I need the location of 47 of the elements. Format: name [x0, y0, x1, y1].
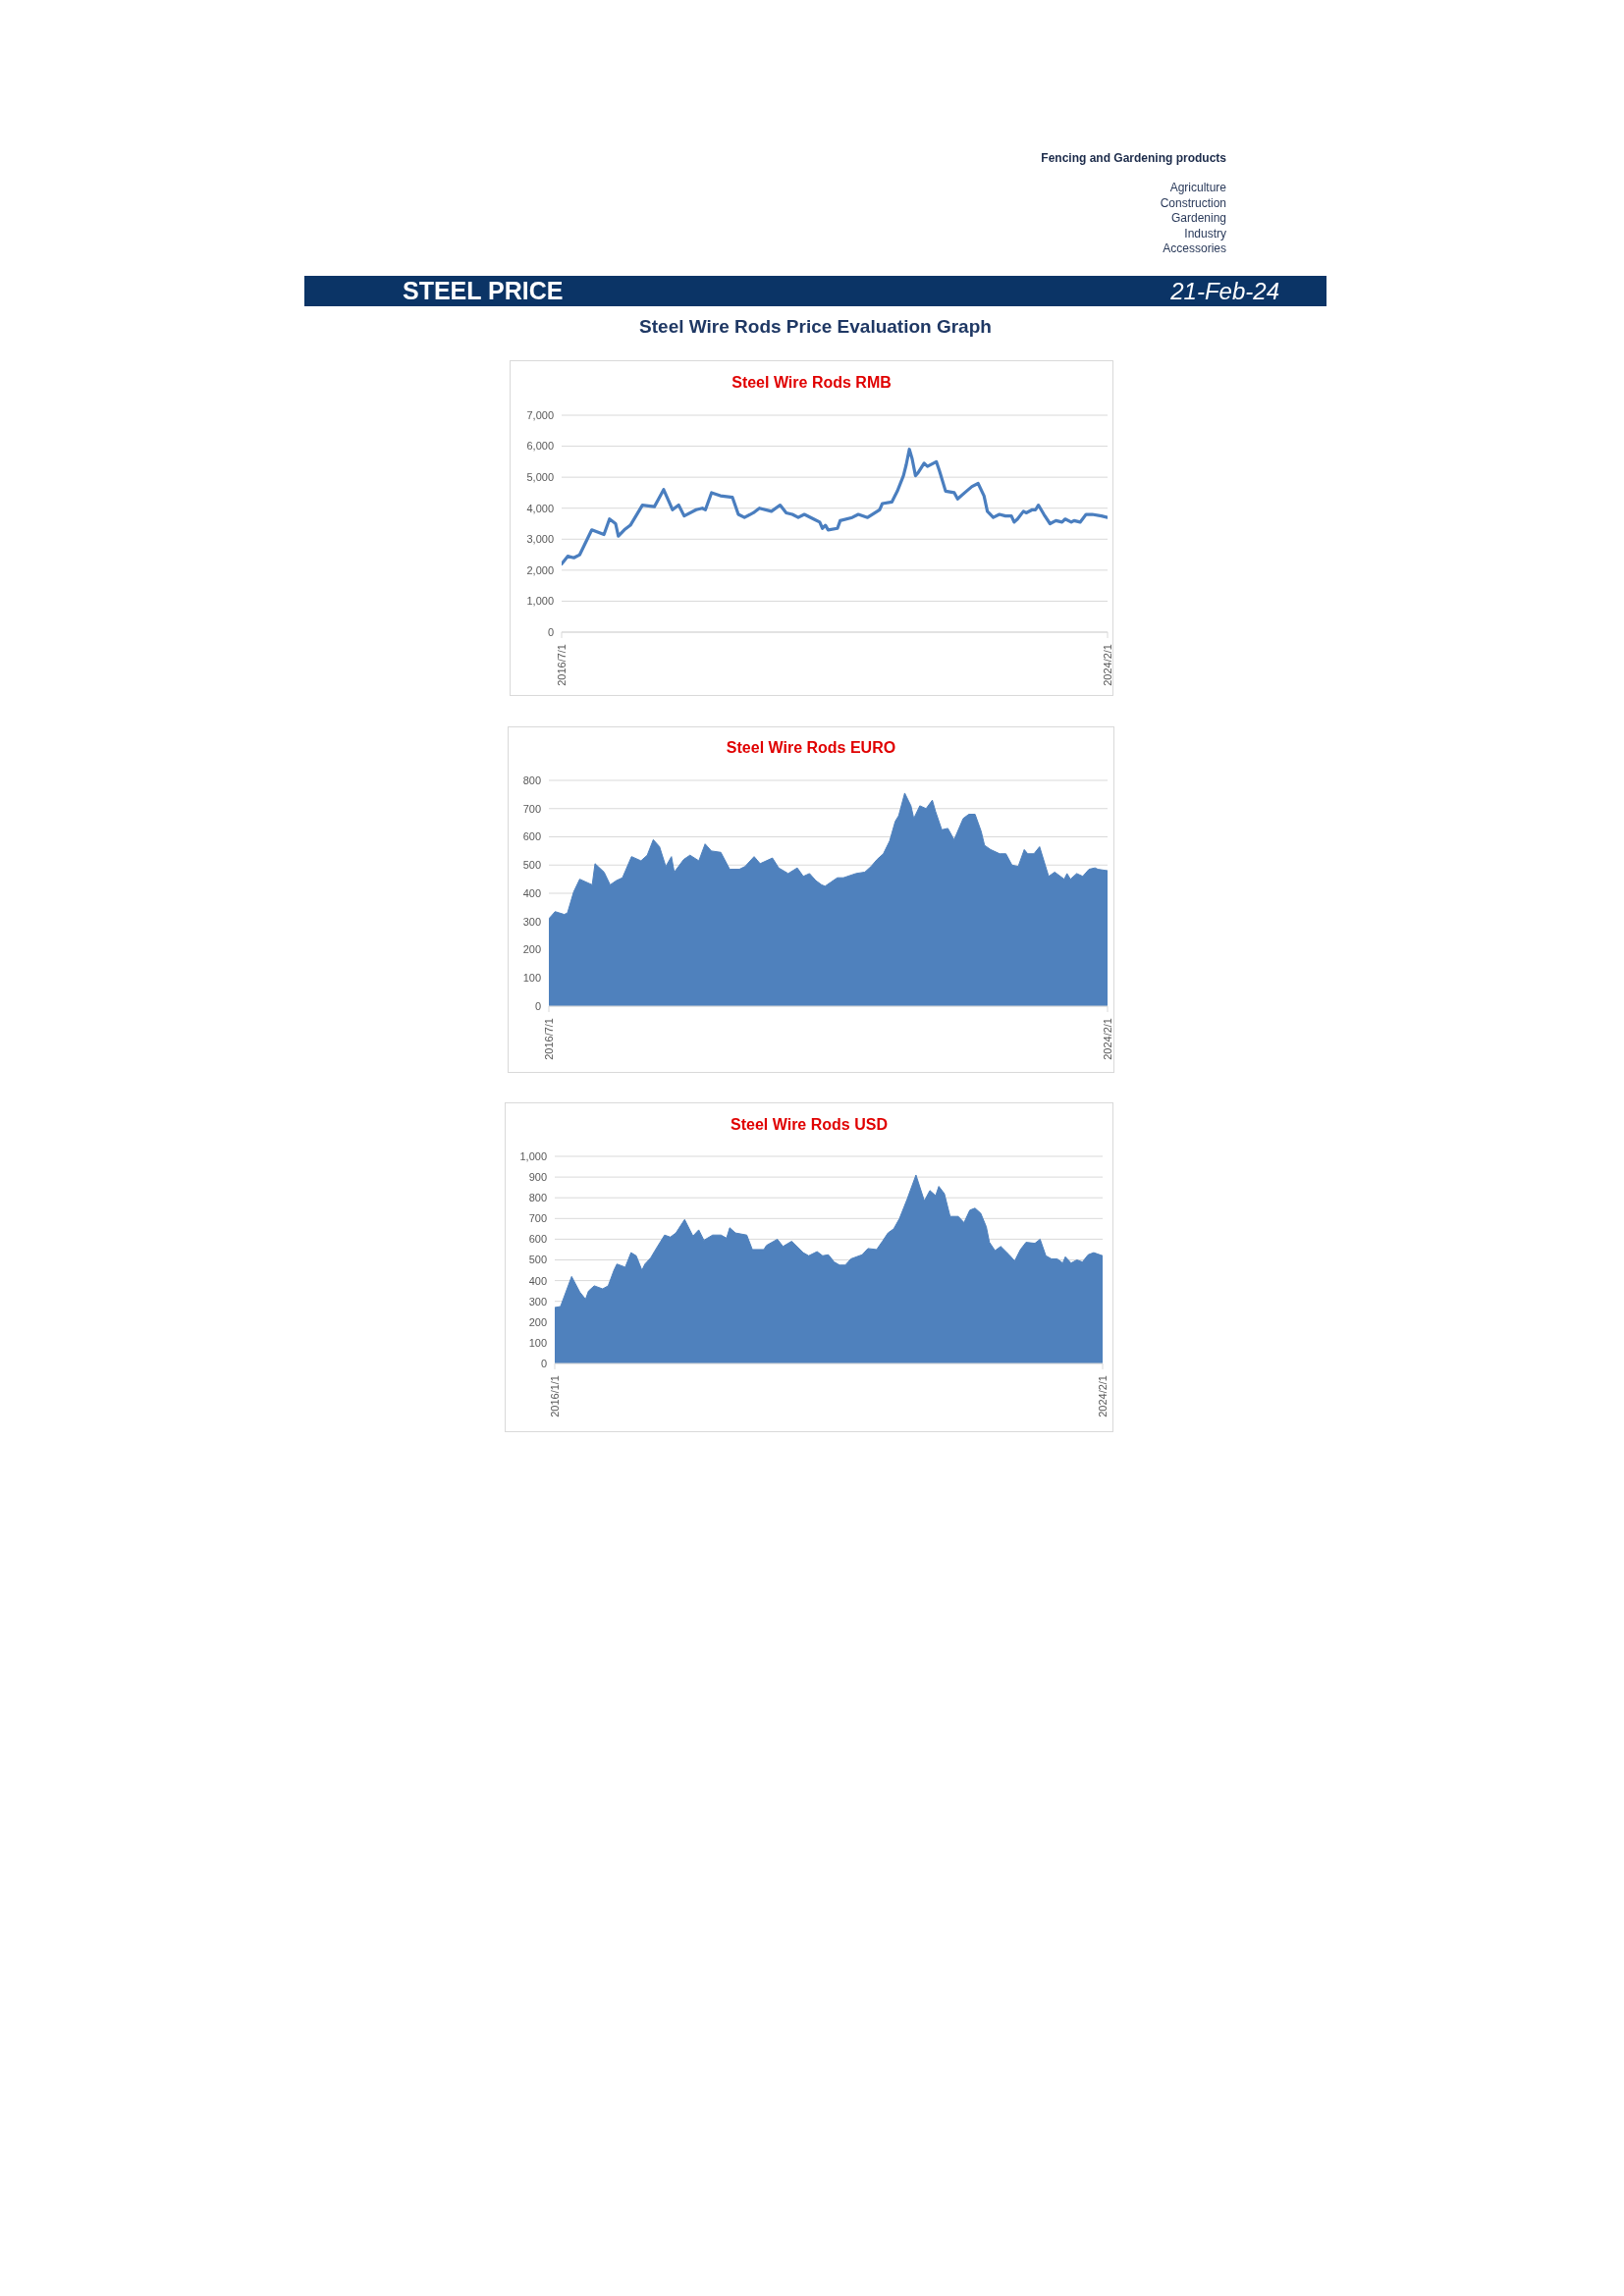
- y-tick-label: 300: [528, 1295, 547, 1308]
- y-tick-label: 500: [528, 1254, 547, 1266]
- y-tick-label: 200: [528, 1315, 547, 1328]
- x-tick-label: 2024/2/1: [1102, 644, 1113, 686]
- text: Fencing and Gardening products: [1041, 151, 1226, 165]
- y-tick-label: 400: [528, 1274, 547, 1287]
- y-tick-label: 600: [522, 830, 541, 843]
- x-tick-label: 2024/2/1: [1097, 1375, 1109, 1417]
- chart-title: Steel Wire Rods RMB: [731, 373, 893, 393]
- chart-title: Steel Wire Rods EURO: [725, 738, 897, 758]
- y-tick-label: 6,000: [526, 440, 554, 453]
- x-tick-label: 2016/7/1: [543, 1018, 555, 1060]
- y-tick-label: 500: [522, 859, 541, 872]
- y-tick-label: 4,000: [526, 502, 554, 514]
- text: 21-Feb-24: [1170, 277, 1279, 306]
- y-tick-label: 0: [534, 999, 541, 1012]
- y-tick-label: 900: [528, 1171, 547, 1184]
- y-tick-label: 3,000: [526, 533, 554, 546]
- chart-title: Steel Wire Rods USD: [730, 1115, 889, 1135]
- y-tick-label: 300: [522, 915, 541, 928]
- text: Construction: [1160, 195, 1226, 210]
- y-tick-label: 800: [528, 1192, 547, 1204]
- text: Gardening: [1170, 211, 1226, 225]
- y-tick-label: 700: [522, 802, 541, 815]
- line-series: [562, 448, 1108, 566]
- y-tick-label: 2,000: [526, 563, 554, 576]
- y-tick-label: 100: [522, 972, 541, 985]
- y-tick-label: 0: [540, 1357, 547, 1369]
- y-tick-label: 0: [547, 625, 554, 638]
- y-tick-label: 600: [528, 1233, 547, 1246]
- y-tick-label: 200: [522, 943, 541, 956]
- x-tick-label: 2016/1/1: [549, 1375, 561, 1417]
- y-tick-label: 1,000: [526, 595, 554, 608]
- text: Agriculture: [1169, 181, 1226, 194]
- text: Steel Wire Rods Price Evaluation Graph: [638, 316, 993, 338]
- y-tick-label: 800: [522, 774, 541, 786]
- x-tick-label: 2016/7/1: [556, 644, 568, 686]
- y-tick-label: 5,000: [526, 471, 554, 484]
- y-tick-label: 7,000: [526, 408, 554, 421]
- text: Accessories: [1163, 241, 1226, 255]
- y-tick-label: 1,000: [519, 1149, 547, 1162]
- y-tick-label: 400: [522, 886, 541, 899]
- y-tick-label: 700: [528, 1212, 547, 1225]
- text: STEEL PRICE: [403, 276, 564, 306]
- text: Industry: [1184, 226, 1226, 240]
- x-tick-label: 2024/2/1: [1102, 1018, 1113, 1060]
- y-tick-label: 100: [528, 1336, 547, 1349]
